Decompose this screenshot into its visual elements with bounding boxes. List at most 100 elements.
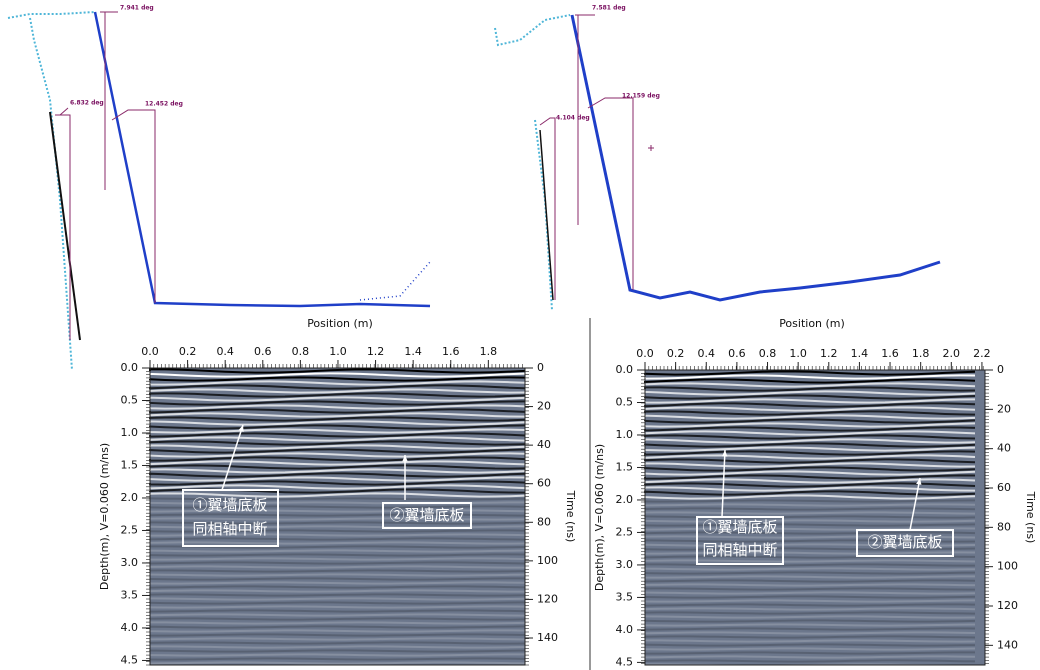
radar-texture <box>644 635 976 639</box>
plot-frame <box>644 369 986 666</box>
radar-texture <box>644 539 976 543</box>
x-tick-label: 1.2 <box>820 347 838 360</box>
y-tick-label: 4.0 <box>616 623 634 636</box>
radar-texture <box>644 659 976 663</box>
radar-texture <box>149 629 526 633</box>
radar-texture <box>149 581 526 585</box>
radar-texture <box>644 655 976 659</box>
y2-tick-label: 60 <box>997 481 1011 494</box>
radar-texture <box>149 388 526 394</box>
radar-texture <box>644 651 975 655</box>
radar-texture <box>644 571 976 575</box>
radar-texture <box>149 420 526 426</box>
radar-texture <box>644 474 976 480</box>
radar-texture <box>149 649 526 653</box>
angle-label: 4.104 deg <box>556 115 590 122</box>
radar-texture <box>644 450 976 456</box>
point-cloud-right <box>494 14 941 670</box>
radar-texture <box>149 392 526 398</box>
x-tick-label: 0.4 <box>698 347 716 360</box>
arrow-head <box>916 478 922 485</box>
radar-texture <box>149 380 526 386</box>
radar-texture <box>644 579 976 583</box>
radar-texture <box>644 523 976 527</box>
radar-texture <box>149 412 526 418</box>
radar-texture <box>149 573 526 577</box>
radar-texture <box>149 589 525 593</box>
radar-texture <box>644 615 976 619</box>
angle-lines <box>539 14 654 300</box>
y-tick-label: 1.0 <box>616 428 634 441</box>
radar-texture <box>149 416 526 422</box>
x-tick-label: 0.0 <box>636 347 654 360</box>
radar-texture <box>149 521 526 525</box>
radar-texture <box>149 565 525 569</box>
annotation-box <box>696 516 784 565</box>
radar-texture <box>644 438 976 444</box>
radar-texture <box>644 559 976 563</box>
y2-axis-label: Time (ns) <box>1024 491 1037 544</box>
radar-texture <box>644 503 976 507</box>
radar-texture <box>644 370 976 376</box>
radar-texture <box>149 533 526 537</box>
annotation: 同相轴中断 <box>192 520 267 538</box>
x-tick-label: 1.8 <box>912 347 930 360</box>
y-tick-label: 1.0 <box>121 426 139 439</box>
y-tick-label: 2.5 <box>121 523 139 536</box>
radar-texture <box>644 458 976 464</box>
radar-texture <box>644 595 976 599</box>
annotation: ②翼墙底板 <box>867 533 942 551</box>
radar-texture <box>644 583 976 587</box>
x-tick-label: 1.4 <box>851 347 869 360</box>
radar-texture <box>644 390 976 396</box>
radar-texture <box>149 468 526 474</box>
radar-texture <box>149 480 526 486</box>
radar-texture <box>644 374 976 380</box>
radar-texture <box>644 543 976 547</box>
arrow-head <box>402 455 408 462</box>
arrow <box>221 424 244 491</box>
radar-texture <box>149 641 526 645</box>
y2-axis-label: Time (ns) <box>564 490 577 543</box>
radar-texture <box>149 613 526 617</box>
cloud-noise <box>359 261 431 301</box>
y-tick-label: 0.0 <box>121 361 139 374</box>
x-tick-label: 0.6 <box>728 347 746 360</box>
radar-texture <box>149 505 526 509</box>
radar-texture <box>644 611 976 615</box>
y2-tick-label: 100 <box>537 554 558 567</box>
x-tick-label: 1.0 <box>329 345 347 358</box>
radar-texture <box>149 372 526 378</box>
radar-texture <box>149 557 526 561</box>
radar-texture <box>644 527 976 531</box>
radar-texture <box>149 605 526 609</box>
x-tick-label: 0.8 <box>292 345 310 358</box>
radar-texture <box>644 623 976 627</box>
point-cloud-left <box>7 11 431 371</box>
x-tick-label: 2.2 <box>973 347 991 360</box>
radar-texture <box>644 478 976 484</box>
y2-tick-label: 80 <box>537 515 551 528</box>
radar-texture <box>149 617 526 621</box>
y2-tick-label: 20 <box>537 400 551 413</box>
y-tick-label: 0.5 <box>616 395 634 408</box>
annotation: ①翼墙底板 <box>192 496 267 514</box>
y2-tick-label: 80 <box>997 520 1011 533</box>
radar-texture <box>149 541 526 545</box>
y2-tick-label: 140 <box>537 631 558 644</box>
cloud-top <box>7 11 96 19</box>
radar-texture <box>644 414 976 420</box>
y-axis-label: Depth(m), V=0.060 (m/ns) <box>593 444 606 591</box>
arrow <box>721 449 726 518</box>
annotation: ①翼墙底板 <box>702 518 777 536</box>
cloud-profile <box>570 14 941 302</box>
radar-texture <box>149 368 526 374</box>
annotation-box <box>382 502 472 529</box>
x-axis-label: Position (m) <box>307 317 373 330</box>
radar-texture <box>149 549 526 553</box>
radar-texture <box>149 384 526 390</box>
y-tick-label: 1.5 <box>616 460 634 473</box>
radar-texture <box>644 631 976 635</box>
radar-texture <box>149 529 526 533</box>
radar-texture <box>149 661 526 665</box>
